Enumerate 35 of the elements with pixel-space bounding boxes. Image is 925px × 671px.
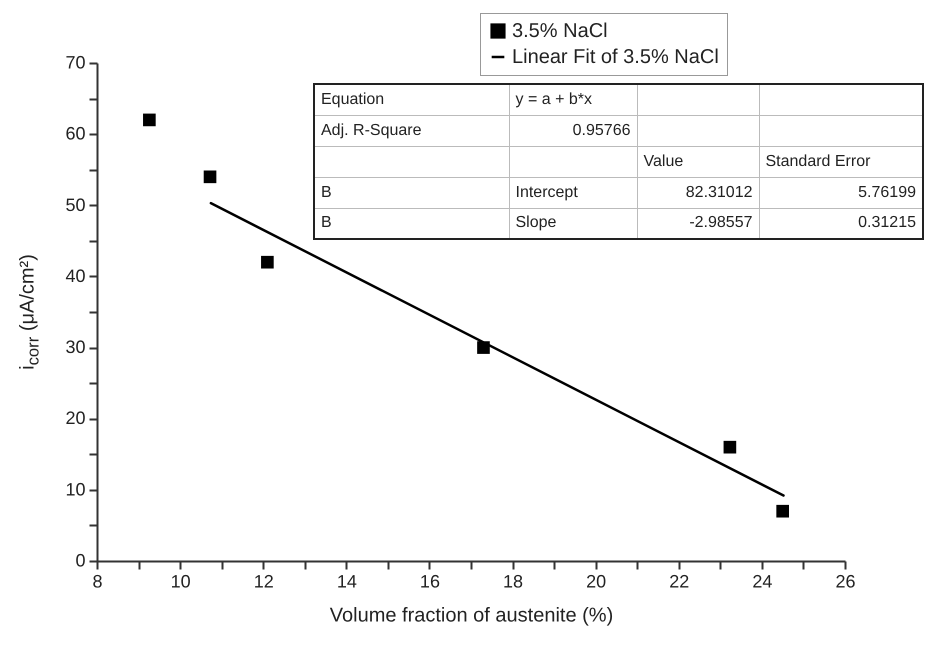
annotation: y = a + b*x — [509, 84, 637, 115]
x-tick-label: 10 — [170, 572, 191, 592]
y-tick-label: 60 — [65, 124, 86, 144]
annotation: Intercept — [509, 177, 637, 208]
x-tick-label: 22 — [669, 572, 690, 592]
y-tick-label: 70 — [65, 52, 86, 72]
y-tick-label: 30 — [65, 337, 86, 358]
legend-label: 3.5% NaCl — [512, 20, 608, 42]
y-tick-label: 0 — [75, 550, 86, 570]
text: 5.76199 — [759, 177, 923, 208]
x-tick-label: 20 — [586, 572, 606, 592]
x-tick-label: 18 — [503, 572, 524, 592]
annotation: Equation — [314, 84, 509, 115]
x-tick-label: 26 — [835, 572, 856, 592]
y-tick-label: 40 — [65, 266, 86, 286]
x-tick-label: 12 — [254, 572, 274, 592]
y-tick-label: 20 — [65, 408, 86, 428]
annotation: 0.95766 — [509, 115, 637, 146]
x-tick-label: 8 — [92, 572, 103, 592]
annotation: B — [314, 177, 509, 208]
x-tick-label: 24 — [752, 572, 772, 592]
x-tick-label: 16 — [420, 572, 440, 592]
y-tick-label: 50 — [65, 194, 86, 215]
annotation: B — [314, 208, 509, 239]
annotation: Slope — [509, 208, 637, 239]
legend-label: Linear Fit of 3.5% NaCl — [512, 46, 719, 68]
annotation: Adj. R-Square — [314, 115, 509, 146]
annotation: Value — [637, 146, 759, 177]
annotation: Standard Error — [759, 146, 923, 177]
x-axis-title: Volume fraction of austenite (%) — [330, 604, 614, 626]
annotation: -2.98557 — [637, 208, 759, 239]
y-tick-label: 10 — [65, 479, 86, 500]
text: 0.31215 — [759, 208, 923, 239]
annotation: 82.31012 — [637, 177, 759, 208]
x-tick-label: 14 — [336, 572, 357, 592]
